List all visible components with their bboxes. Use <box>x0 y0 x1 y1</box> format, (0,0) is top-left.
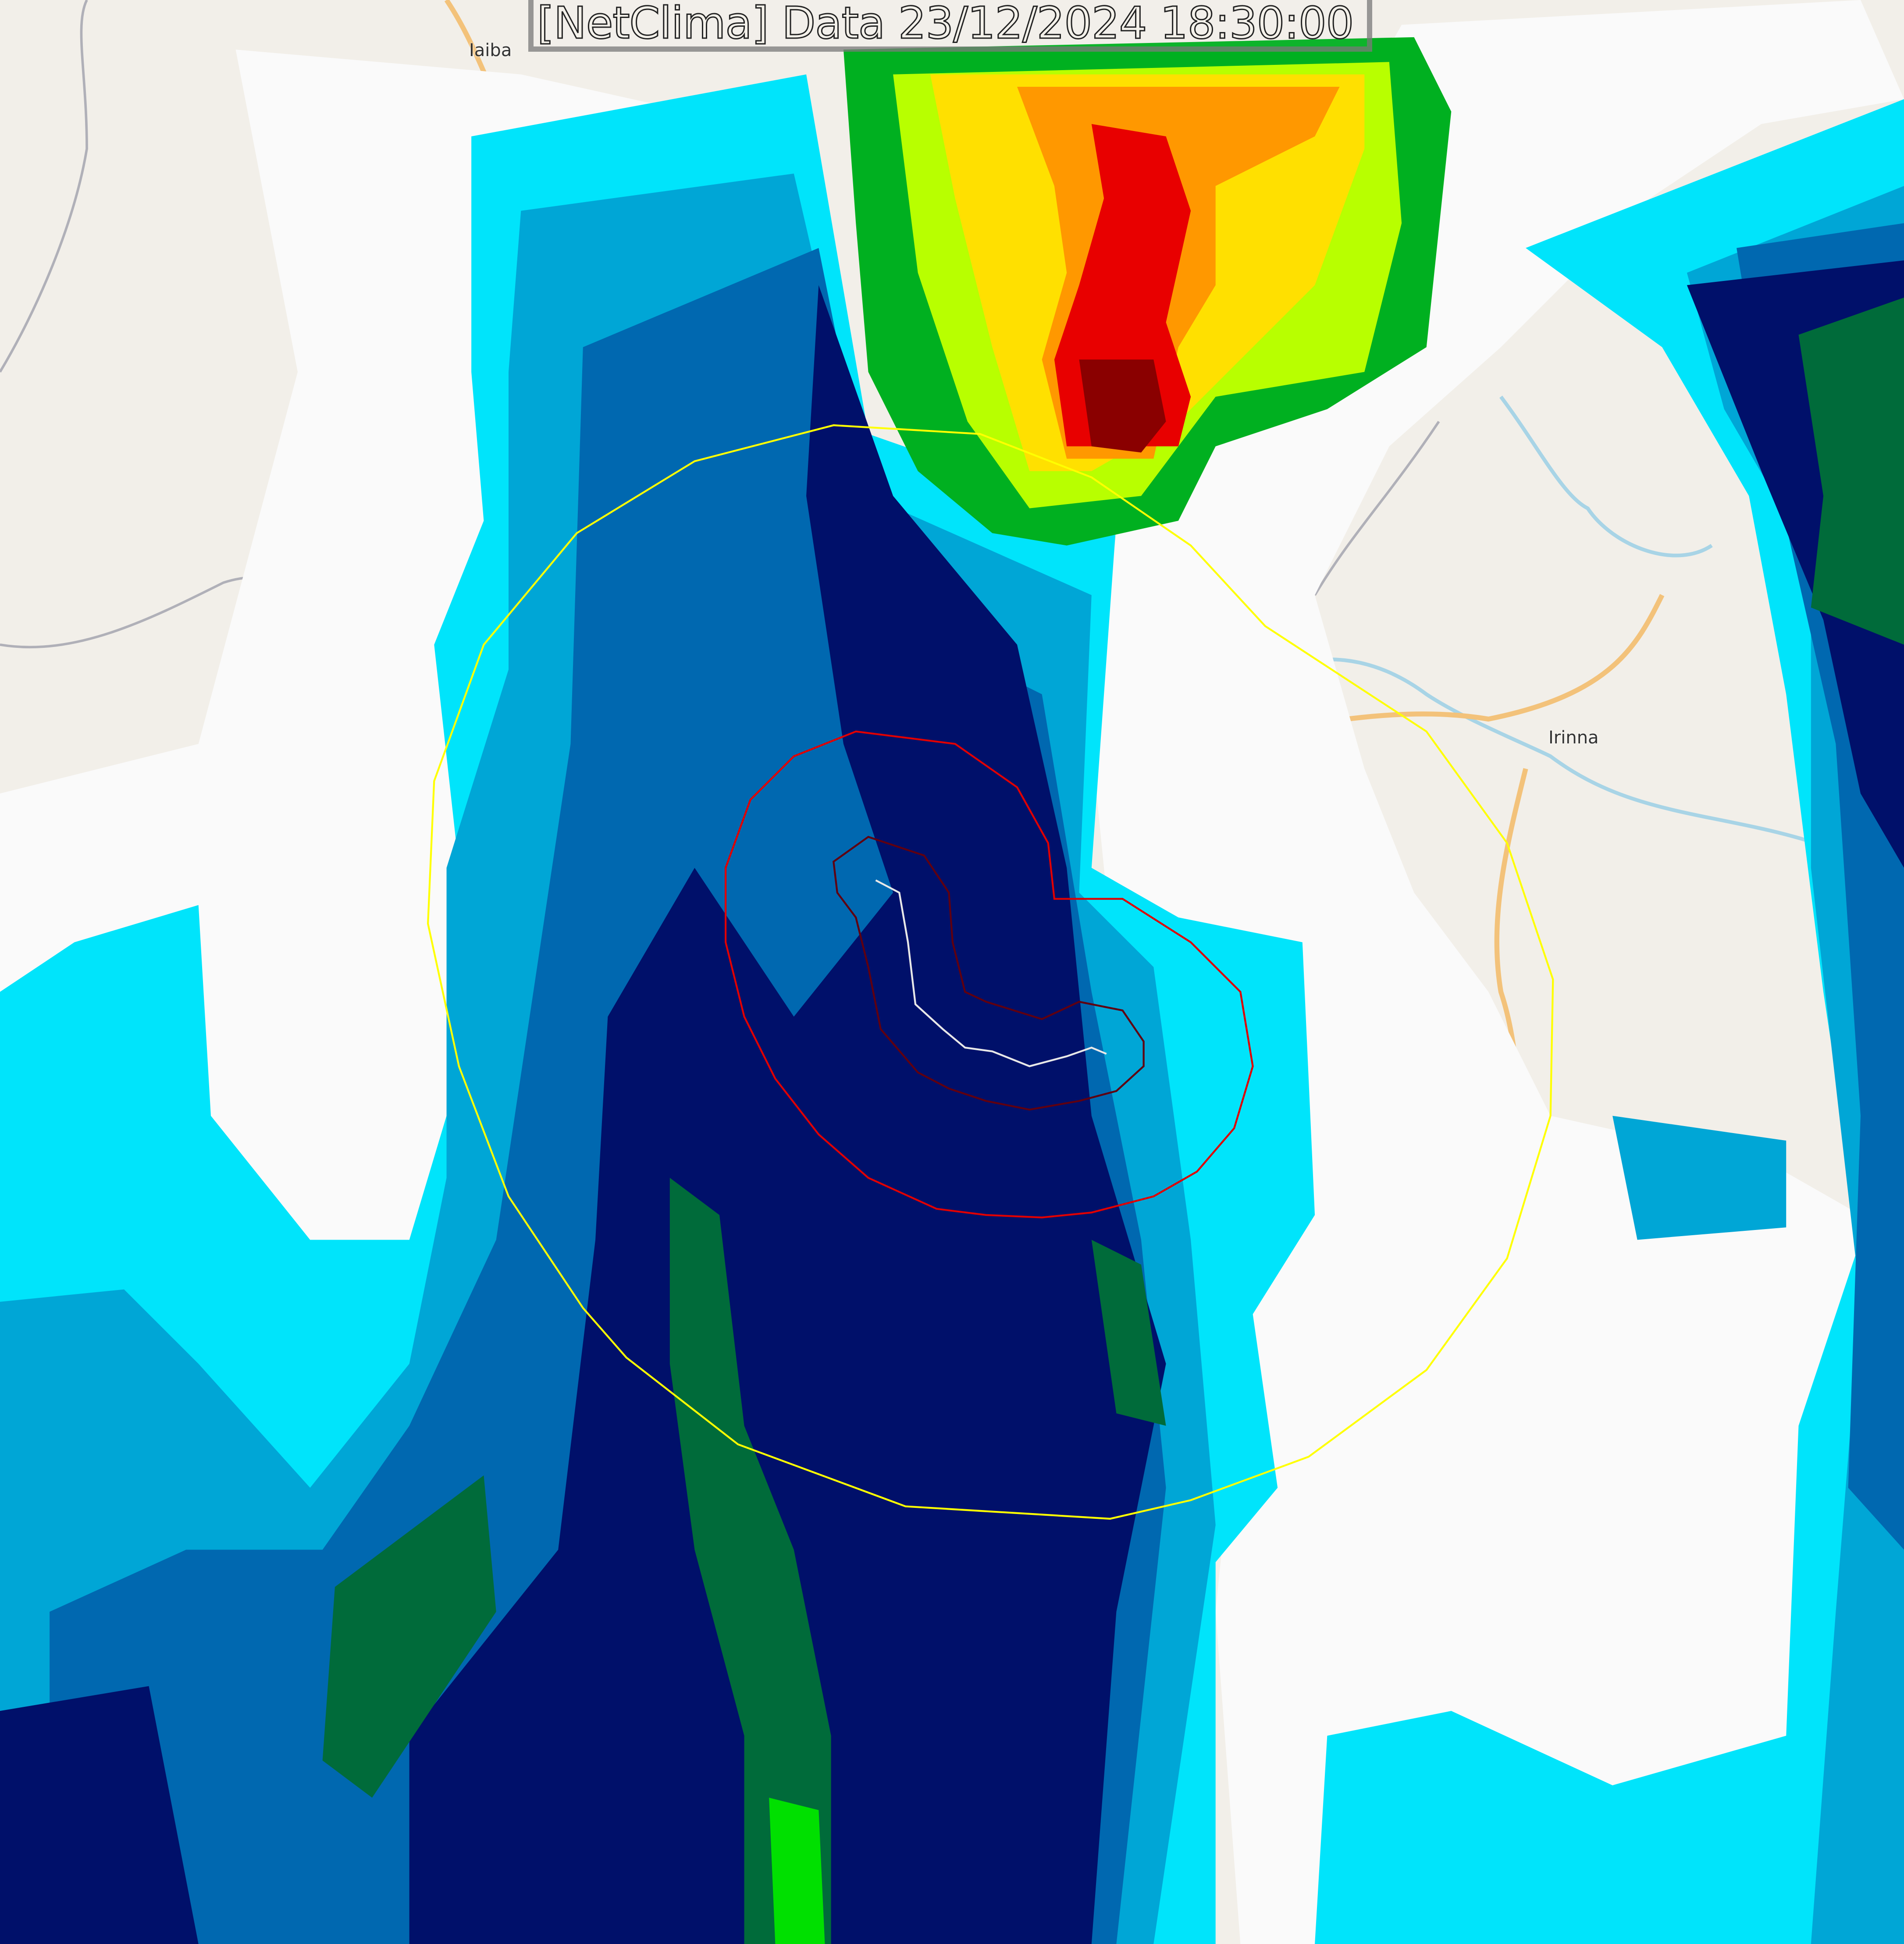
range-rings <box>427 424 1554 1520</box>
radar-echo-dark-green <box>322 297 1904 1944</box>
ring-outer <box>427 424 1554 1520</box>
place-label-irinna: Irinna <box>1548 728 1599 748</box>
place-label-iaiba: Iaiba <box>469 40 512 60</box>
ring-middle <box>725 730 1254 1219</box>
title-frame <box>528 0 1372 52</box>
page-title: [NetClima] Data 23/12/2024 18:30:00 <box>536 0 1354 50</box>
radar-echo-dark-blue <box>0 260 1904 1944</box>
storm-cell <box>843 37 1452 546</box>
radar-echo-green-strip <box>769 1798 825 1944</box>
rivers <box>1252 395 1862 869</box>
storm-track <box>875 879 1107 1067</box>
ring-inner <box>833 835 1145 1111</box>
